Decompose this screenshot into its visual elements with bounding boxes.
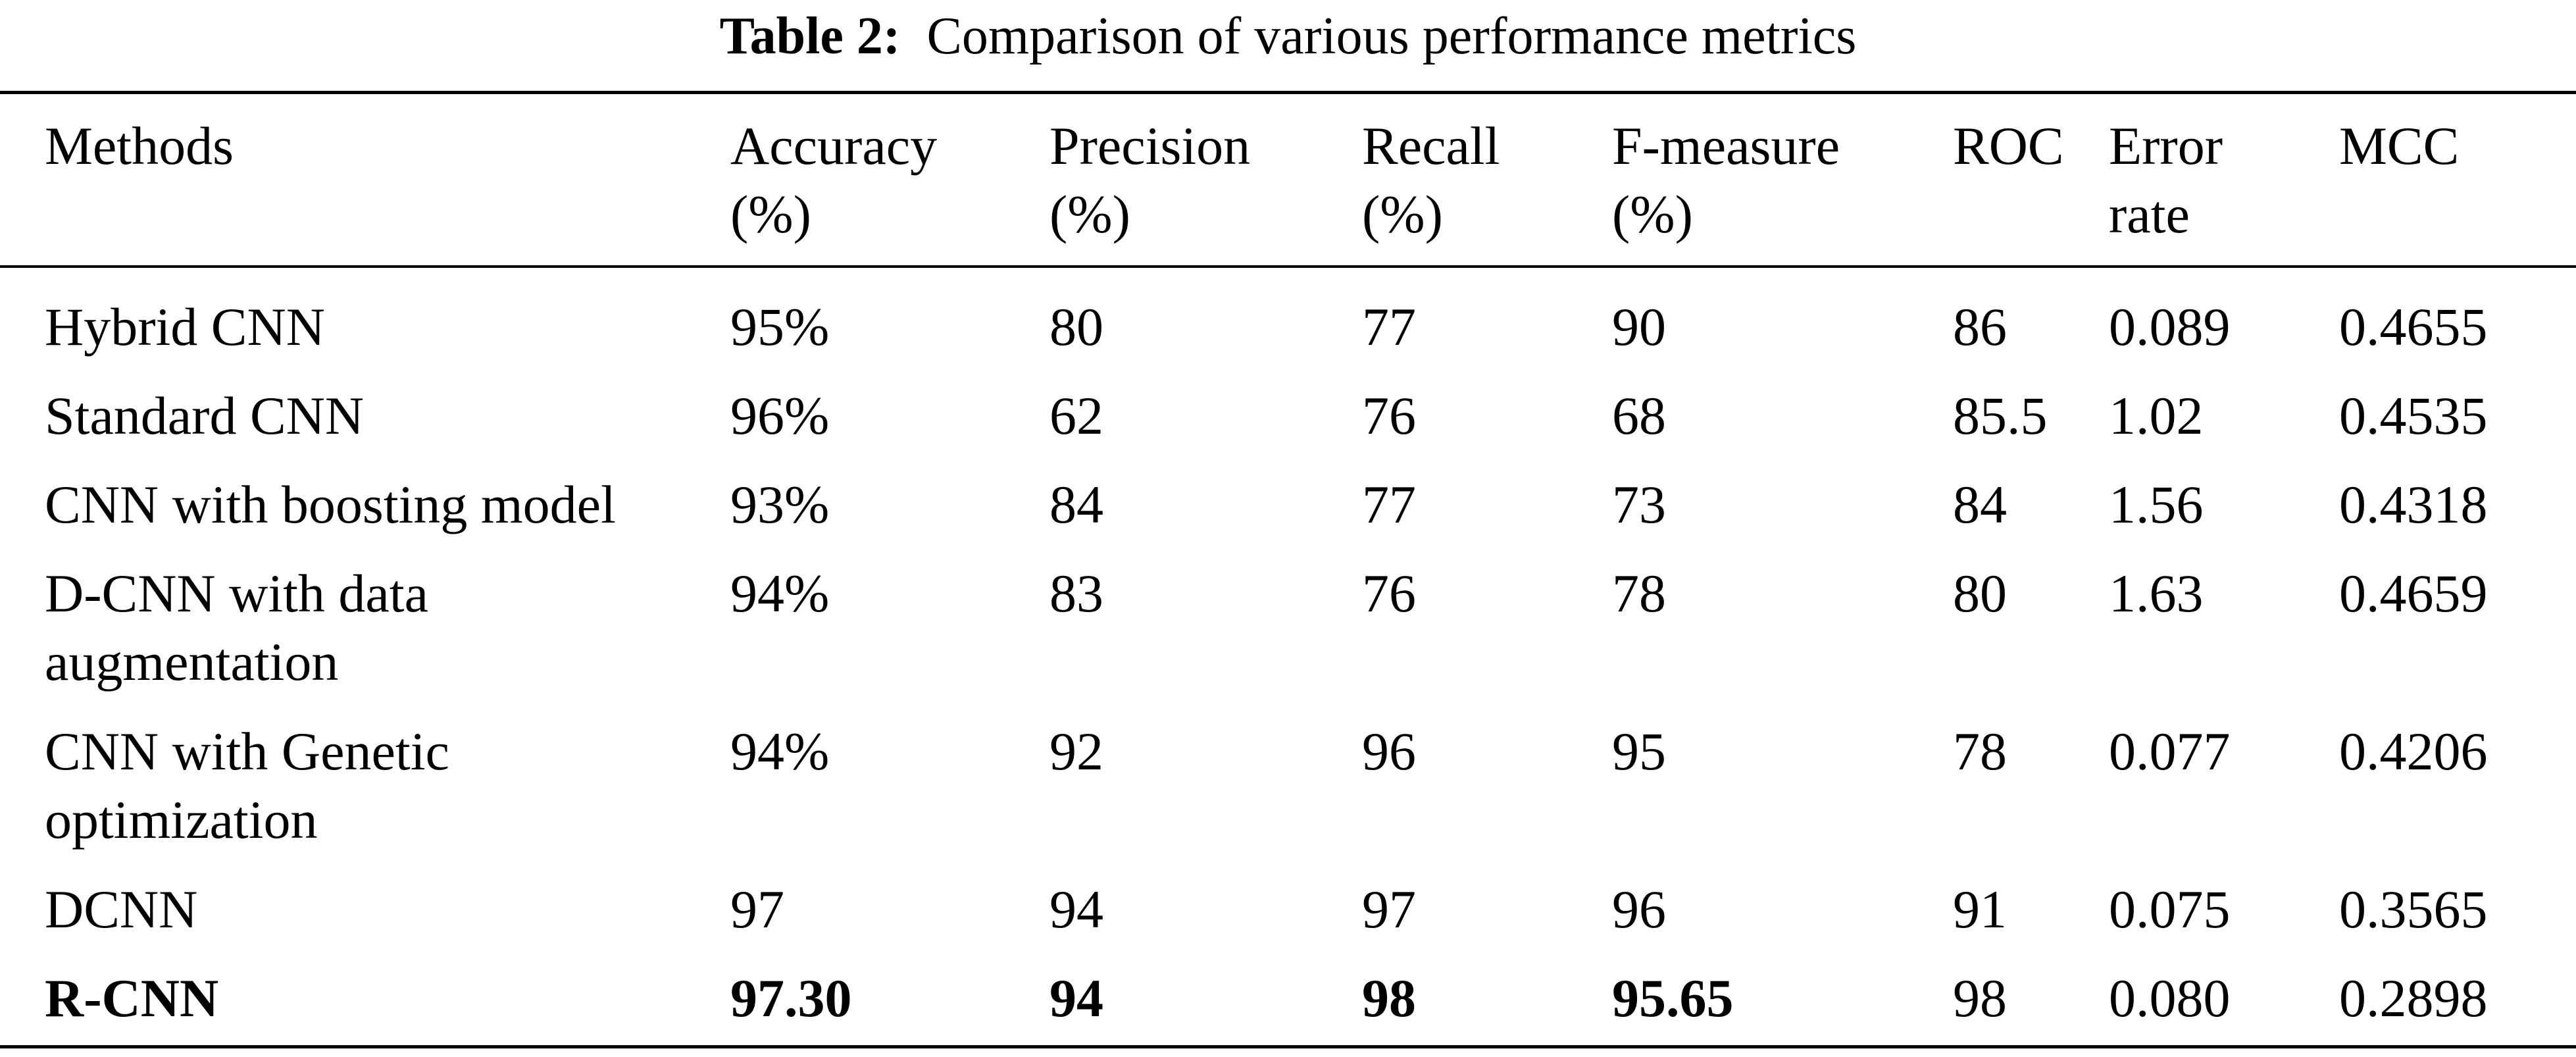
- value-cell: 0.4655: [2339, 297, 2488, 357]
- value-cell: 77: [1362, 297, 1416, 357]
- value-cell: 80: [1953, 563, 2007, 623]
- column-header: ROC: [1953, 116, 2064, 176]
- value-cell: 97: [730, 879, 784, 939]
- method-cell: D-CNN with data augmentation: [45, 563, 429, 692]
- value-cell: 0.4206: [2339, 721, 2488, 781]
- value-cell: 95%: [730, 297, 830, 357]
- value-cell: 83: [1049, 563, 1103, 623]
- value-cell: 98: [1362, 968, 1416, 1028]
- column-header: Methods: [45, 116, 234, 176]
- value-cell: 1.63: [2109, 563, 2204, 623]
- table-header-rule: [0, 265, 2576, 268]
- value-cell: 80: [1049, 297, 1103, 357]
- table-caption: Table 2: Comparison of various performan…: [0, 0, 2576, 72]
- value-cell: 98: [1953, 968, 2007, 1028]
- value-cell: 68: [1612, 386, 1666, 446]
- method-cell: CNN with Genetic optimization: [45, 721, 449, 850]
- value-cell: 96: [1612, 879, 1666, 939]
- value-cell: 95: [1612, 721, 1666, 781]
- value-cell: 62: [1049, 386, 1103, 446]
- method-cell: CNN with boosting model: [45, 475, 616, 534]
- value-cell: 0.4535: [2339, 386, 2488, 446]
- value-cell: 94: [1049, 879, 1103, 939]
- value-cell: 85.5: [1953, 386, 2048, 446]
- value-cell: 93%: [730, 475, 830, 534]
- value-cell: 97: [1362, 879, 1416, 939]
- value-cell: 0.089: [2109, 297, 2231, 357]
- value-cell: 76: [1362, 386, 1416, 446]
- value-cell: 95.65: [1612, 968, 1734, 1028]
- column-header: Precision (%): [1049, 116, 1251, 244]
- value-cell: 91: [1953, 879, 2007, 939]
- value-cell: 94%: [730, 721, 830, 781]
- column-header: F-measure (%): [1612, 116, 1840, 244]
- method-cell: Hybrid CNN: [45, 297, 325, 357]
- value-cell: 0.2898: [2339, 968, 2488, 1028]
- table-bottom-rule: [0, 1045, 2576, 1048]
- value-cell: 86: [1953, 297, 2007, 357]
- value-cell: 0.4659: [2339, 563, 2488, 623]
- value-cell: 97.30: [730, 968, 852, 1028]
- method-cell: Standard CNN: [45, 386, 365, 446]
- value-cell: 0.075: [2109, 879, 2231, 939]
- column-header: Error rate: [2109, 116, 2223, 244]
- table-caption-label: Table 2:: [719, 7, 901, 65]
- value-cell: 0.077: [2109, 721, 2231, 781]
- table-top-rule: [0, 91, 2576, 94]
- value-cell: 0.3565: [2339, 879, 2488, 939]
- value-cell: 78: [1612, 563, 1666, 623]
- column-header: Accuracy (%): [730, 116, 938, 244]
- value-cell: 78: [1953, 721, 2007, 781]
- value-cell: 96: [1362, 721, 1416, 781]
- value-cell: 94%: [730, 563, 830, 623]
- value-cell: 92: [1049, 721, 1103, 781]
- value-cell: 96%: [730, 386, 830, 446]
- value-cell: 73: [1612, 475, 1666, 534]
- value-cell: 77: [1362, 475, 1416, 534]
- value-cell: 94: [1049, 968, 1103, 1028]
- value-cell: 1.02: [2109, 386, 2204, 446]
- table-caption-text: Comparison of various performance metric…: [926, 7, 1857, 65]
- value-cell: 1.56: [2109, 475, 2204, 534]
- column-header: Recall (%): [1362, 116, 1500, 244]
- column-header: MCC: [2339, 116, 2460, 176]
- value-cell: 84: [1049, 475, 1103, 534]
- value-cell: 0.4318: [2339, 475, 2488, 534]
- method-cell: R-CNN: [45, 968, 219, 1028]
- value-cell: 90: [1612, 297, 1666, 357]
- value-cell: 0.080: [2109, 968, 2231, 1028]
- method-cell: DCNN: [45, 879, 198, 939]
- value-cell: 76: [1362, 563, 1416, 623]
- value-cell: 84: [1953, 475, 2007, 534]
